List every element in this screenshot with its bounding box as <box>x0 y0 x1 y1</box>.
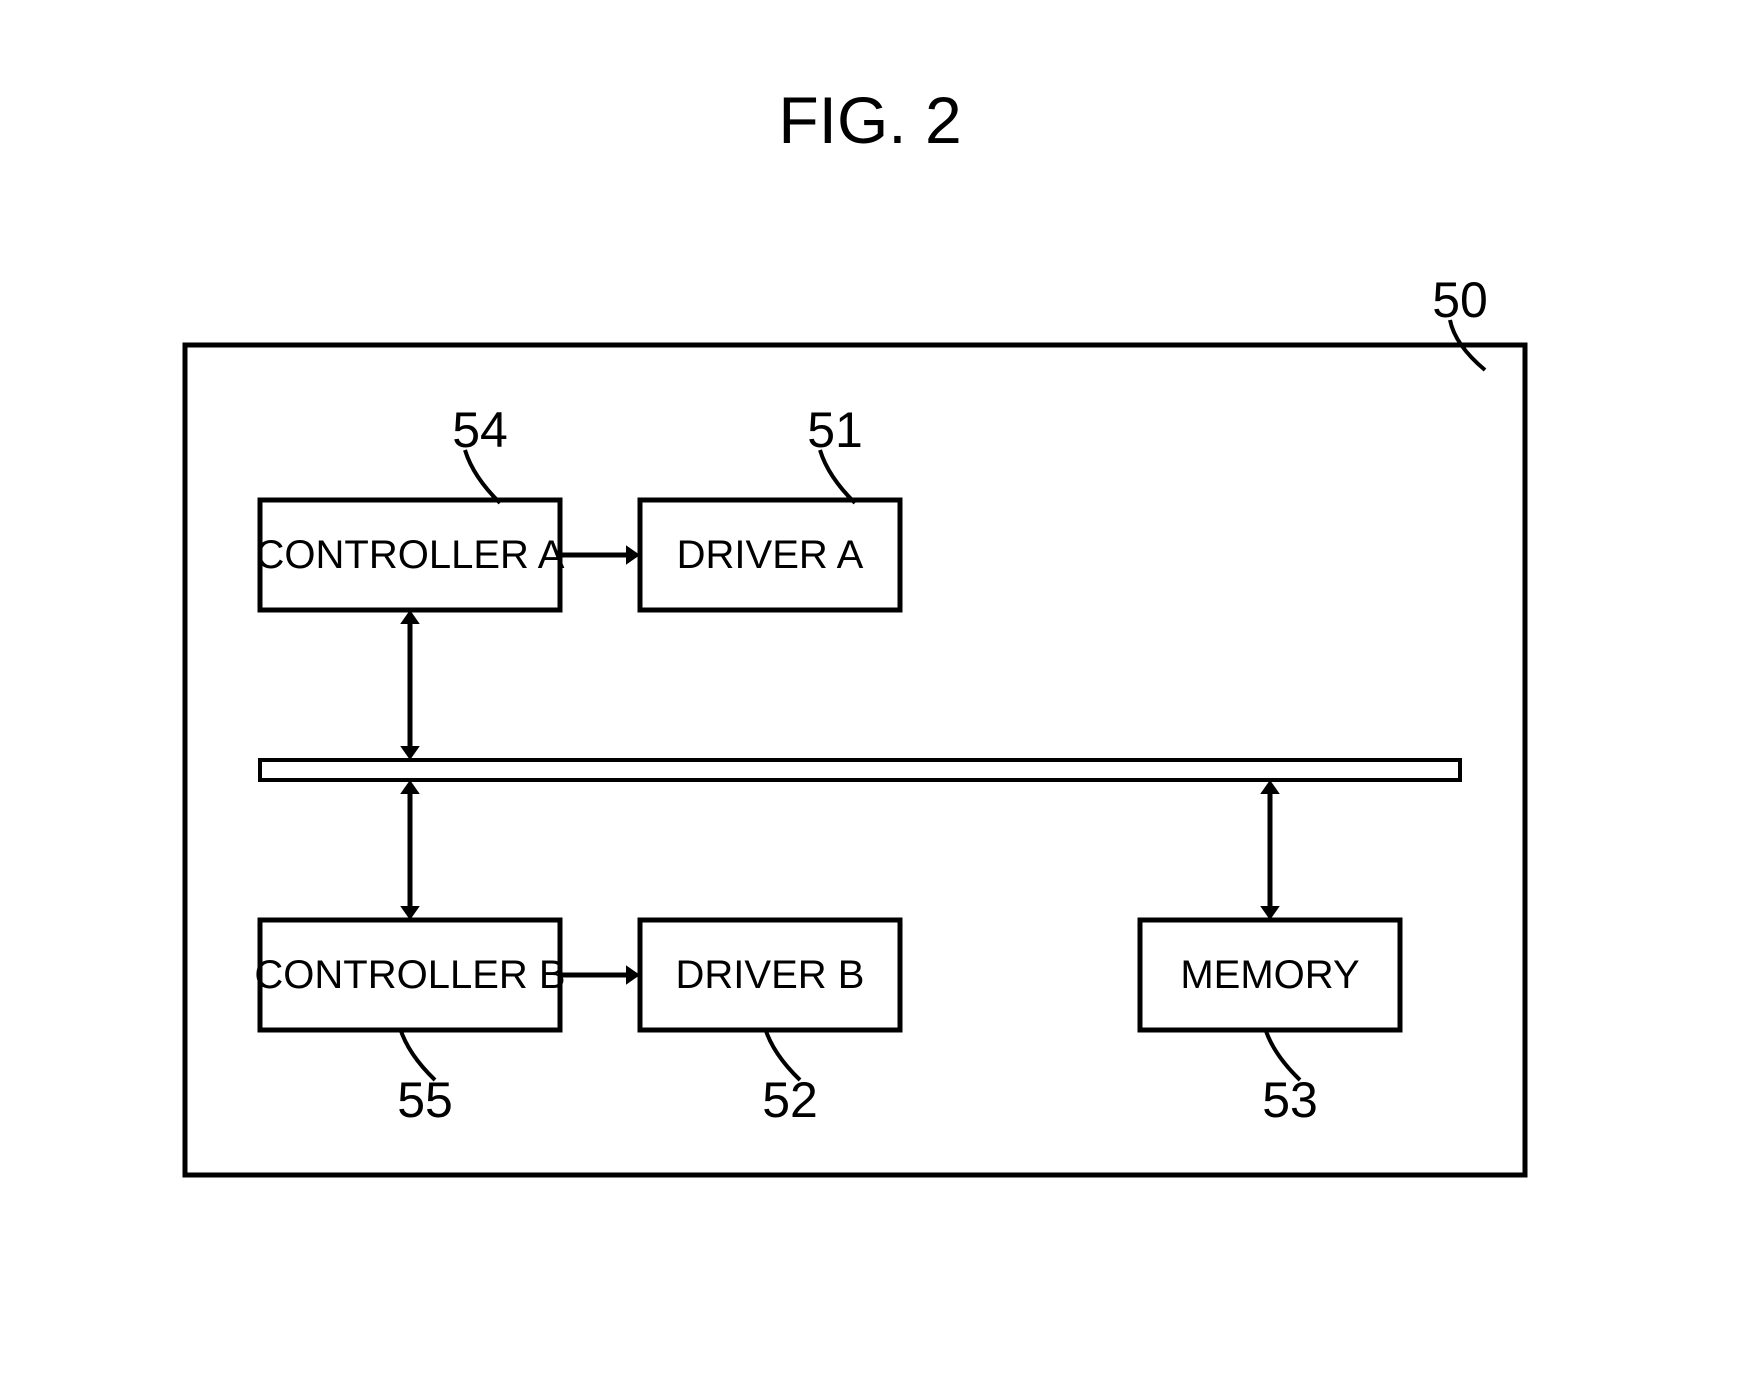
block-label-controller-b: CONTROLLER B <box>254 953 565 997</box>
ref-driver-b: 52 <box>762 1072 818 1128</box>
bus <box>260 760 1460 780</box>
ref-driver-a: 51 <box>807 402 863 458</box>
block-label-controller-a: CONTROLLER A <box>256 533 565 577</box>
block-label-driver-a: DRIVER A <box>677 533 864 577</box>
block-label-driver-b: DRIVER B <box>676 953 865 997</box>
ref-controller-b: 55 <box>397 1072 453 1128</box>
ref-controller-a: 54 <box>452 402 508 458</box>
ref-memory: 53 <box>1262 1072 1318 1128</box>
figure-title: FIG. 2 <box>778 83 961 157</box>
container-ref: 50 <box>1432 272 1488 328</box>
block-label-memory: MEMORY <box>1180 953 1359 997</box>
